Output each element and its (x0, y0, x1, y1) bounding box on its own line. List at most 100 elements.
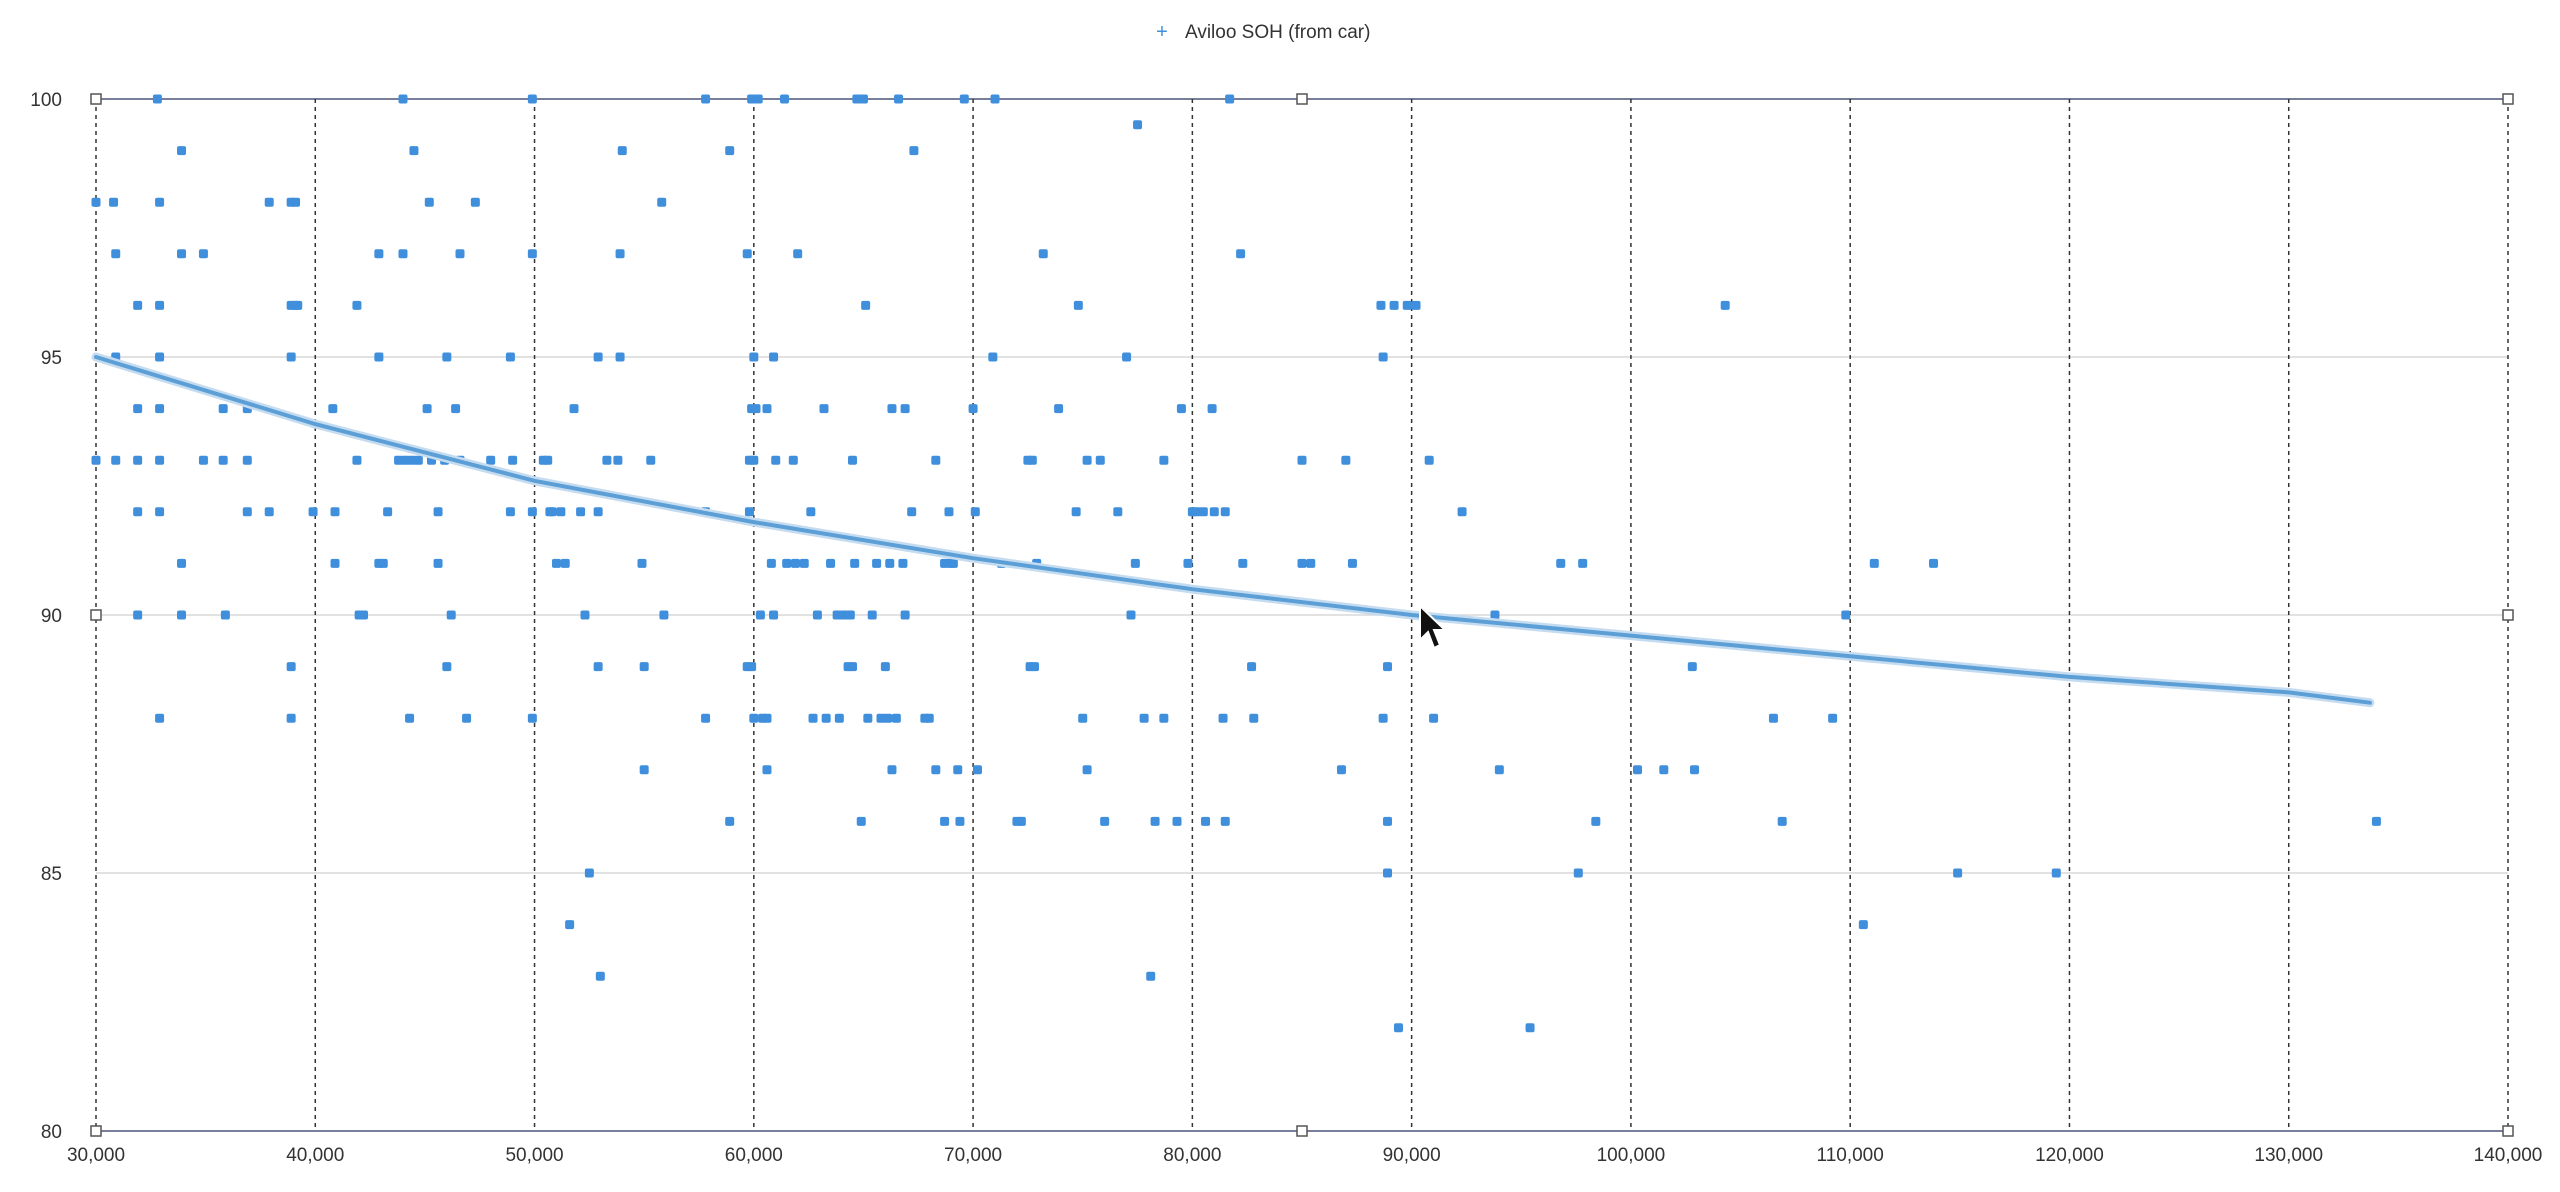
data-point (788, 455, 798, 465)
data-point (177, 610, 187, 620)
data-point (1176, 404, 1186, 414)
data-point (1494, 765, 1504, 775)
data-point (1183, 558, 1193, 568)
data-point (155, 197, 165, 207)
data-point (744, 507, 754, 517)
trendline (91, 352, 2375, 708)
data-point (1071, 507, 1081, 517)
data-point (769, 352, 779, 362)
data-point (771, 455, 781, 465)
data-point (580, 610, 590, 620)
selection-handle[interactable] (1296, 93, 1308, 105)
data-point (133, 404, 143, 414)
data-point (909, 146, 919, 156)
data-point (1578, 558, 1588, 568)
data-point (1393, 1023, 1403, 1033)
data-point (405, 713, 415, 723)
data-point (155, 507, 165, 517)
data-point (1078, 713, 1088, 723)
data-point (1383, 868, 1393, 878)
data-point (1038, 249, 1048, 259)
data-point (780, 94, 790, 104)
data-point (286, 713, 296, 723)
data-point (1218, 713, 1228, 723)
data-point (1100, 816, 1110, 826)
data-point (109, 197, 119, 207)
data-point (565, 920, 575, 930)
data-point (2051, 868, 2061, 878)
x-tick-label: 130,000 (2254, 1145, 2323, 1166)
data-point (867, 610, 877, 620)
y-tick-label: 90 (41, 606, 62, 627)
selection-handle[interactable] (2502, 93, 2514, 105)
data-point (1336, 765, 1346, 775)
data-point (637, 558, 647, 568)
x-tick-label: 40,000 (286, 1145, 344, 1166)
selection-handle[interactable] (90, 93, 102, 105)
data-point (907, 507, 917, 517)
data-point (615, 249, 625, 259)
data-point (330, 507, 340, 517)
data-point (308, 507, 318, 517)
data-point (845, 610, 855, 620)
selection-handle[interactable] (2502, 1125, 2514, 1137)
data-point (91, 455, 101, 465)
data-point (1095, 455, 1105, 465)
data-point (1029, 662, 1039, 672)
data-point (1122, 352, 1132, 362)
data-point (1383, 662, 1393, 672)
data-point (959, 94, 969, 104)
data-point (883, 713, 893, 723)
data-point (1376, 300, 1386, 310)
selection-handle[interactable] (90, 1125, 102, 1137)
data-point (1082, 765, 1092, 775)
data-point (1429, 713, 1439, 723)
data-point (639, 662, 649, 672)
data-point (595, 971, 605, 981)
data-point (1389, 300, 1399, 310)
data-point (762, 404, 772, 414)
data-point (1777, 816, 1787, 826)
data-point (330, 558, 340, 568)
data-point (1139, 713, 1149, 723)
data-point (747, 662, 757, 672)
data-point (1054, 404, 1064, 414)
data-point (615, 352, 625, 362)
data-point (863, 713, 873, 723)
data-point (1525, 1023, 1535, 1033)
data-point (749, 455, 759, 465)
data-point (1347, 558, 1357, 568)
data-point (560, 558, 570, 568)
data-point (198, 249, 208, 259)
data-point (847, 662, 857, 672)
data-point (155, 404, 165, 414)
y-axis-ticks: 80 85 90 95 100 (30, 90, 62, 1143)
data-point (462, 713, 472, 723)
data-point (1126, 610, 1136, 620)
data-point (819, 404, 829, 414)
data-point (1929, 558, 1939, 568)
selection-handle[interactable] (2502, 609, 2514, 621)
selection-handle[interactable] (1296, 1125, 1308, 1137)
data-point (742, 249, 752, 259)
data-point (657, 197, 667, 207)
chart-legend: + Aviloo SOH (from car) (1156, 21, 1370, 43)
data-point (1130, 558, 1140, 568)
data-point (872, 558, 882, 568)
data-point (940, 816, 950, 826)
data-point (808, 713, 818, 723)
data-point (1198, 507, 1208, 517)
selection-handles[interactable] (90, 93, 2514, 1137)
data-point (617, 146, 627, 156)
data-point (1768, 713, 1778, 723)
data-point (858, 94, 868, 104)
data-point (850, 558, 860, 568)
data-point (766, 558, 776, 568)
data-point (424, 197, 434, 207)
data-point (470, 197, 480, 207)
data-point (1159, 455, 1169, 465)
selection-handle[interactable] (90, 609, 102, 621)
data-point (887, 765, 897, 775)
data-point (352, 455, 362, 465)
